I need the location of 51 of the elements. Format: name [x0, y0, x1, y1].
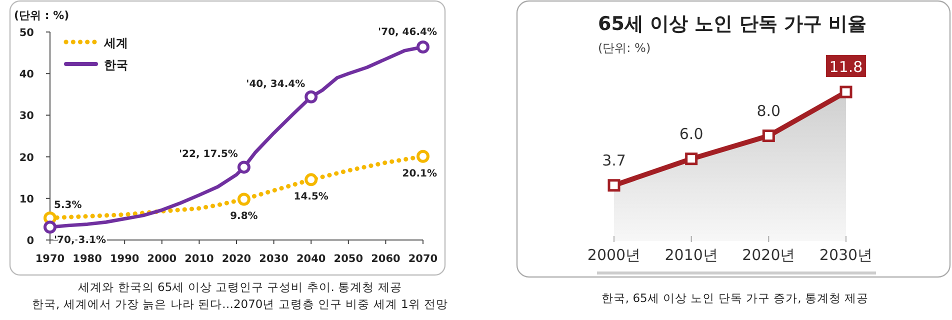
text: 한국, 세계에서 가장 늙은 나라 된다…2070년 고령층 인구 비중 세계 1위 전망 [32, 297, 448, 311]
data-label: 3.7 [602, 151, 626, 170]
legend-label: 한국 [104, 58, 128, 72]
chart-subtitle: (단위: %) [598, 41, 651, 55]
point [304, 90, 318, 104]
annotation: 9.8% [230, 211, 258, 222]
point [608, 179, 620, 192]
annotation: 14.5% [294, 192, 328, 203]
y-tick-label: 50 [19, 27, 34, 39]
point [762, 130, 775, 142]
point [44, 220, 56, 234]
y-tick-label: 0 [26, 235, 34, 247]
x-tick-label: 1970 [35, 253, 65, 265]
y-tick-label: 30 [19, 110, 34, 122]
data-label: 6.0 [679, 124, 704, 143]
data-label: 11.8 [829, 58, 863, 76]
x-tick-label: 2000년 [587, 246, 641, 264]
y-tick-label: 20 [19, 152, 34, 164]
y-tick-label: 40 [19, 68, 34, 81]
data-label: 8.0 [756, 102, 781, 120]
point [237, 160, 250, 174]
x-tick-label: 2050 [334, 253, 364, 265]
annotation: '22, 17.5% [179, 149, 238, 160]
point [304, 173, 318, 186]
point [237, 192, 250, 206]
x-tick-label: 2010 [184, 253, 214, 265]
annotation: 5.3% [54, 200, 82, 211]
annotation: '40, 34.4% [246, 78, 306, 90]
annotation: 20.1% [402, 168, 437, 180]
point [840, 86, 852, 98]
x-tick-label: 2000 [147, 253, 177, 265]
x-tick-label: 2060 [371, 253, 400, 265]
text: 세계와 한국의 65세 이상 고령인구 구성비 추이. 통계청 제공 [78, 280, 402, 294]
point [416, 150, 430, 163]
point [416, 40, 430, 54]
point [685, 152, 698, 166]
x-tick-label: 2010년 [664, 246, 718, 264]
chart-title: 65세 이상 노인 단독 가구 비율 [598, 13, 867, 35]
x-tick-label: 2040 [296, 253, 326, 265]
y-tick-label: 10 [19, 193, 34, 206]
x-tick-label: 2070 [408, 253, 438, 265]
x-tick-label: 2020 [222, 253, 252, 265]
x-tick-label: 1990 [110, 253, 140, 265]
x-tick-label: 2020년 [742, 246, 796, 264]
x-tick-label: 2030년 [819, 246, 873, 264]
x-tick-label: 2030 [259, 253, 288, 265]
x-tick-label: 1980 [72, 253, 102, 265]
legend-label: 세계 [103, 36, 128, 50]
text: 한국, 65세 이상 노인 단독 가구 증가, 통계청 제공 [601, 291, 869, 305]
annotation: '70, 46.4% [378, 26, 437, 38]
y-axis-title: (단위 : %) [14, 9, 70, 22]
